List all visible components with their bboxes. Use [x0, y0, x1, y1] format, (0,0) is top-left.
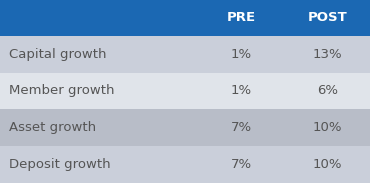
Bar [0, 0, 370, 36]
Text: 13%: 13% [313, 48, 342, 61]
Text: 6%: 6% [317, 84, 338, 97]
Text: Deposit growth: Deposit growth [9, 158, 111, 171]
Text: 1%: 1% [231, 48, 252, 61]
Bar [0, 146, 370, 183]
Text: Asset growth: Asset growth [9, 121, 96, 134]
Bar [0, 72, 370, 109]
Text: 10%: 10% [313, 158, 342, 171]
Text: 1%: 1% [231, 84, 252, 97]
Text: Member growth: Member growth [9, 84, 115, 97]
Text: POST: POST [307, 11, 347, 24]
Bar [0, 36, 370, 72]
Text: 7%: 7% [231, 121, 252, 134]
Text: 10%: 10% [313, 121, 342, 134]
Text: PRE: PRE [227, 11, 256, 24]
Text: 7%: 7% [231, 158, 252, 171]
Bar [0, 109, 370, 146]
Text: Capital growth: Capital growth [9, 48, 107, 61]
